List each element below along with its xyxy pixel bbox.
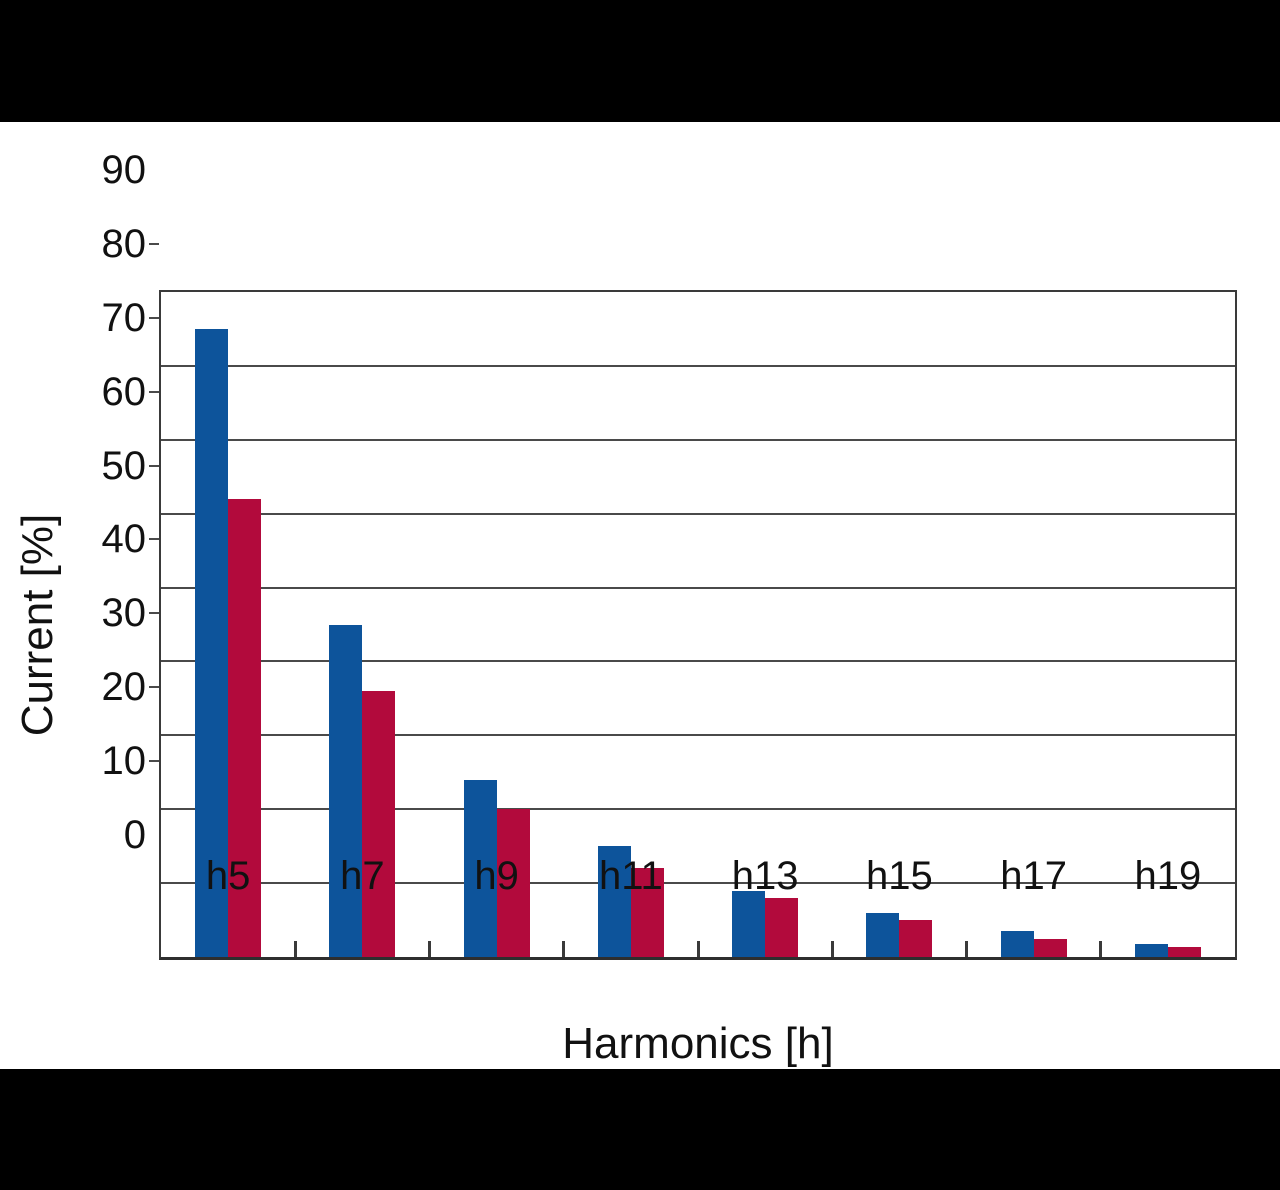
x-tick-label: h17: [1000, 854, 1067, 898]
x-axis-tick: [696, 941, 700, 957]
y-axis-tick: [149, 464, 159, 467]
bar-series-red-h9: [496, 809, 530, 957]
bar-series-red-h11: [630, 868, 664, 957]
letterbox-bottom: [0, 1069, 1280, 1190]
y-tick-label: 40: [101, 517, 147, 562]
gridline: [161, 808, 1235, 811]
bar-series-blue-h15: [866, 912, 900, 957]
x-axis-tick: [965, 941, 968, 957]
figure-area: Current [%] Harmonics [h] 0 10 20 30 40 50 60 7…: [0, 122, 1280, 1069]
x-tick-label: h15: [866, 854, 933, 898]
y-axis-tick: [149, 538, 159, 541]
x-axis-tick: [562, 941, 566, 957]
bar-series-red-h7: [362, 691, 396, 957]
y-tick-label: 50: [101, 443, 147, 488]
y-tick-label: 0: [123, 813, 146, 857]
y-axis-tick: [149, 760, 159, 763]
gridline: [161, 734, 1235, 737]
gridline: [161, 364, 1235, 367]
bar-series-blue-h9: [463, 779, 497, 957]
chart-plot-area: [159, 290, 1237, 960]
bar-series-red-h13: [765, 897, 799, 957]
y-tick-label: 30: [101, 591, 147, 636]
bar-series-blue-h17: [1000, 931, 1034, 957]
x-tick-label: h5: [205, 854, 251, 898]
y-tick-label: 90: [101, 148, 147, 192]
x-axis-tick: [428, 941, 431, 957]
bar-series-red-h19: [1167, 946, 1201, 957]
y-axis-tick: [149, 686, 159, 689]
y-axis-tick: [149, 316, 159, 319]
letterbox-top: [0, 0, 1280, 122]
bar-series-red-h15: [899, 920, 933, 957]
bar-series-red-h5: [228, 498, 262, 957]
x-axis-tick: [830, 941, 834, 957]
x-tick-label: h7: [340, 854, 385, 898]
x-tick-label: h11: [598, 854, 663, 898]
x-axis-tick: [293, 941, 297, 957]
y-axis-tick: [149, 612, 159, 615]
gridline: [161, 438, 1235, 441]
y-tick-label: 80: [101, 221, 147, 266]
x-axis-title: Harmonics [h]: [562, 1019, 834, 1068]
gridline: [161, 882, 1235, 885]
y-tick-label: 20: [101, 665, 147, 710]
gridline: [161, 660, 1235, 663]
bar-series-blue-h11: [597, 846, 631, 957]
x-axis-tick: [1099, 941, 1103, 957]
y-tick-label: 60: [101, 369, 147, 414]
x-tick-label: h19: [1134, 854, 1202, 898]
y-tick-label: 70: [101, 295, 147, 340]
y-axis-tick: [149, 390, 159, 393]
bar-series-red-h17: [1033, 938, 1067, 957]
y-tick-label: 10: [101, 739, 147, 784]
x-tick-label: h9: [474, 854, 519, 898]
y-axis-tick: [149, 242, 159, 245]
x-tick-label: h13: [731, 854, 799, 898]
gridline: [161, 512, 1235, 515]
bar-series-blue-h13: [732, 890, 766, 957]
gridline: [161, 586, 1235, 589]
bar-series-blue-h7: [329, 624, 363, 957]
bar-series-blue-h5: [195, 328, 229, 957]
bar-series-blue-h19: [1134, 943, 1168, 957]
